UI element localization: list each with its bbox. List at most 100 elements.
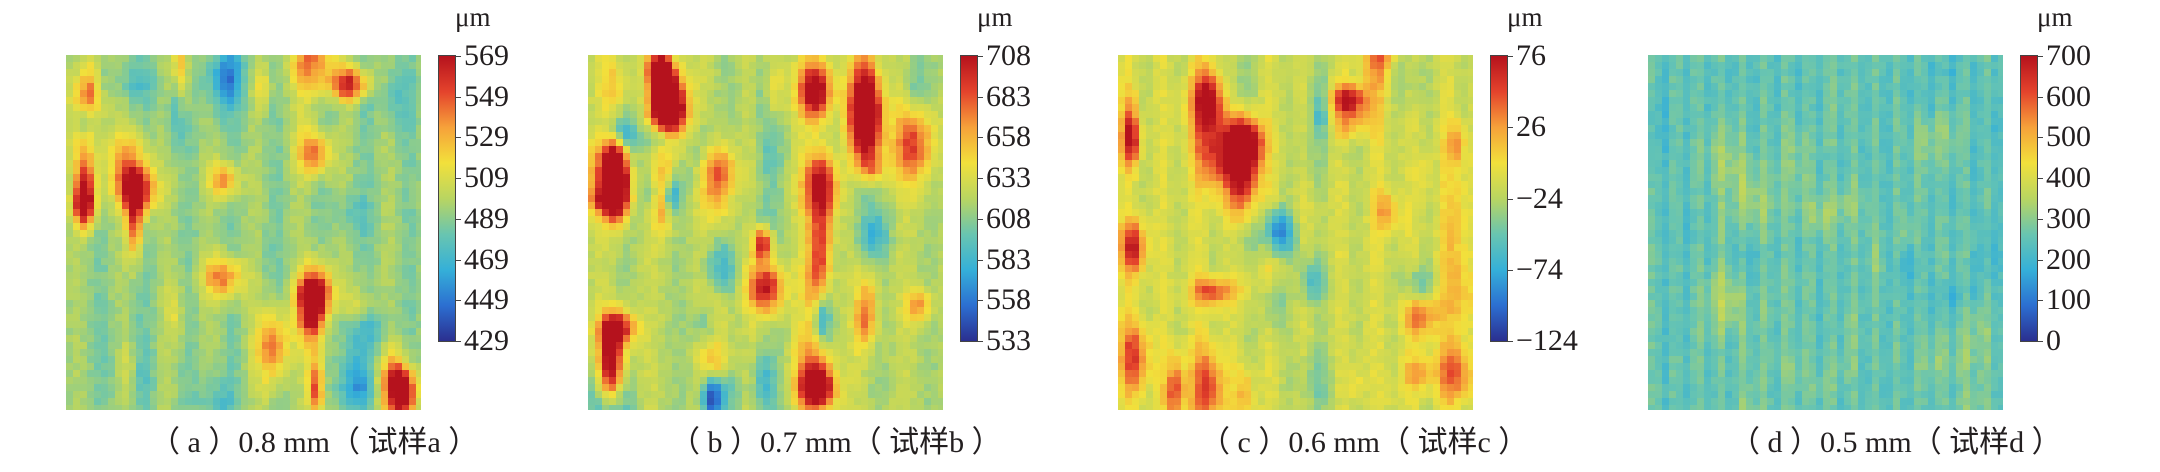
heatmap-b-cell [616, 363, 624, 371]
heatmap-b-cell [903, 230, 911, 238]
heatmap-b-cell [854, 230, 862, 238]
heatmap-a-cell [402, 314, 410, 322]
heatmap-b-cell [651, 160, 659, 168]
heatmap-a-cell [332, 286, 340, 294]
heatmap-a-cell [402, 202, 410, 210]
heatmap-a-cell [115, 405, 123, 410]
heatmap-b-cell [882, 335, 890, 343]
heatmap-a-cell [94, 90, 102, 98]
heatmap-a-cell [402, 230, 410, 238]
heatmap-a-cell [129, 279, 137, 287]
heatmap-b-cell [651, 209, 659, 217]
heatmap-b-cell [602, 321, 610, 329]
heatmap-b-cell [651, 104, 659, 112]
heatmap-b-cell [623, 307, 631, 315]
heatmap-a-cell [388, 384, 396, 392]
heatmap-a-cell [73, 118, 81, 126]
heatmap-b-cell [826, 230, 834, 238]
heatmap-a-cell [234, 69, 242, 77]
heatmap-a-cell [66, 405, 74, 410]
heatmap-b-cell [931, 55, 939, 63]
heatmap-b-cell [784, 118, 792, 126]
heatmap-a-cell [129, 181, 137, 189]
heatmap-a-cell [129, 104, 137, 112]
heatmap-b-cell [630, 223, 638, 231]
heatmap-a-cell [367, 230, 375, 238]
heatmap-a-cell [80, 237, 88, 245]
heatmap-b-cell [595, 251, 603, 259]
heatmap-b-cell [707, 377, 715, 385]
heatmap-a-cell [318, 146, 326, 154]
heatmap-a-cell [66, 328, 74, 336]
heatmap-a-cell [171, 97, 179, 105]
heatmap-a-cell [171, 293, 179, 301]
heatmap-a-cell [283, 167, 291, 175]
heatmap-a-cell [381, 356, 389, 364]
heatmap-b-cell [623, 188, 631, 196]
heatmap-b-cell [728, 104, 736, 112]
heatmap-b-cell [686, 223, 694, 231]
heatmap-b-cell [903, 139, 911, 147]
heatmap-b-cell [882, 76, 890, 84]
heatmap-b-cell [714, 153, 722, 161]
heatmap-a-cell [402, 146, 410, 154]
heatmap-a-cell [395, 160, 403, 168]
heatmap-a-cell [213, 314, 221, 322]
heatmap-a-cell [388, 132, 396, 140]
heatmap-b-cell [917, 272, 925, 280]
heatmap-a-cell [199, 181, 207, 189]
heatmap-a-cell [73, 321, 81, 329]
heatmap-a-cell [73, 76, 81, 84]
heatmap-b-cell [847, 300, 855, 308]
heatmap-a-cell [185, 384, 193, 392]
heatmap-a-cell [87, 83, 95, 91]
heatmap-a-cell [73, 314, 81, 322]
heatmap-a-cell [395, 272, 403, 280]
heatmap-a-cell [192, 356, 200, 364]
heatmap-b-cell [833, 272, 841, 280]
heatmap-b-cell [721, 293, 729, 301]
heatmap-a-cell [297, 307, 305, 315]
heatmap-b-cell [623, 363, 631, 371]
heatmap-b-cell [819, 363, 827, 371]
heatmap-a-cell [374, 370, 382, 378]
heatmap-a-cell [66, 181, 74, 189]
heatmap-b-cell [644, 300, 652, 308]
heatmap-a-cell [185, 216, 193, 224]
heatmap-b-cell [679, 118, 687, 126]
heatmap-a-cell [304, 230, 312, 238]
heatmap-a-cell [227, 335, 235, 343]
heatmap-a-cell [304, 377, 312, 385]
heatmap-a-cell [290, 167, 298, 175]
heatmap-a-cell [353, 209, 361, 217]
heatmap-b-cell [665, 314, 673, 322]
heatmap-b-cell [588, 83, 596, 91]
heatmap-b-cell [616, 118, 624, 126]
heatmap-b-cell [854, 286, 862, 294]
heatmap-a-cell [199, 83, 207, 91]
heatmap-b-cell [602, 83, 610, 91]
heatmap-b-cell [819, 111, 827, 119]
heatmap-b-cell [595, 69, 603, 77]
heatmap-a-cell [129, 97, 137, 105]
heatmap-b-cell [770, 251, 778, 259]
heatmap-b-cell [637, 286, 645, 294]
heatmap-b-cell [812, 265, 820, 273]
heatmap-b-cell [595, 286, 603, 294]
heatmap-a-cell [115, 223, 123, 231]
heatmap-a-cell [297, 83, 305, 91]
heatmap-b-cell [665, 209, 673, 217]
heatmap-a-cell [171, 328, 179, 336]
heatmap-a-cell [374, 209, 382, 217]
heatmap-a-cell [115, 321, 123, 329]
heatmap-a-cell [199, 272, 207, 280]
heatmap-a-cell [241, 377, 249, 385]
heatmap-a-cell [248, 195, 256, 203]
heatmap-b-cell [777, 62, 785, 70]
heatmap-b-cell [651, 342, 659, 350]
heatmap-a-cell [248, 279, 256, 287]
heatmap-a-cell [199, 139, 207, 147]
heatmap-a-cell [87, 76, 95, 84]
heatmap-b-cell [665, 153, 673, 161]
heatmap-a-cell [311, 307, 319, 315]
